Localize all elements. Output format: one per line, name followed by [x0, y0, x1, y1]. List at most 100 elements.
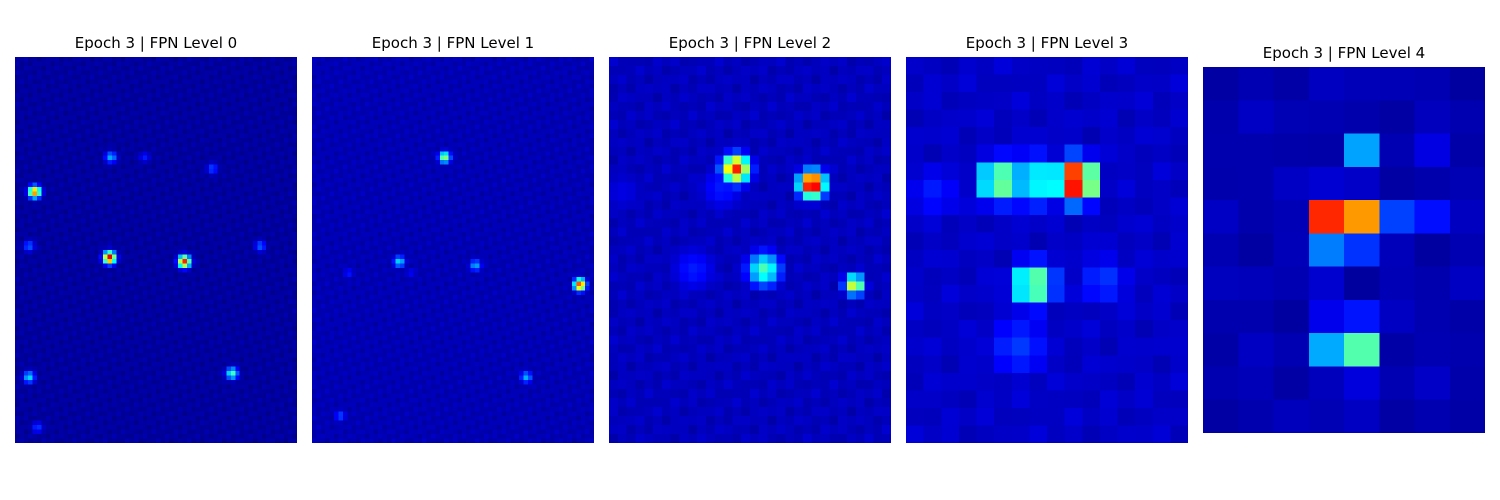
heatmap-cell: [98, 308, 104, 313]
heatmap-cell: [244, 191, 249, 197]
heatmap-cell: [252, 402, 258, 408]
heatmap-cell: [226, 299, 231, 304]
heatmap-cell: [182, 285, 187, 291]
heatmap-cell: [208, 236, 214, 242]
heatmap-cell: [147, 209, 152, 215]
heatmap-cell: [85, 366, 90, 372]
heatmap-cell: [173, 101, 179, 107]
heatmap-cell: [76, 362, 82, 367]
heatmap-cell: [111, 137, 117, 143]
heatmap-cell: [98, 191, 104, 197]
heatmap-cell: [59, 101, 64, 107]
heatmap-cell: [94, 57, 99, 62]
heatmap-cell: [261, 241, 267, 246]
heatmap-cell: [72, 321, 77, 327]
heatmap-cell: [116, 101, 121, 107]
heatmap-cell: [107, 366, 113, 372]
heatmap-cell: [76, 245, 82, 251]
heatmap-cell: [191, 79, 196, 85]
heatmap-cell: [54, 74, 60, 80]
heatmap-cell: [116, 267, 121, 273]
heatmap-cell: [76, 146, 82, 152]
heatmap-cell: [230, 97, 236, 102]
heatmap-cell: [19, 146, 24, 152]
heatmap-cell: [279, 290, 284, 295]
heatmap-cell: [94, 375, 99, 381]
heatmap-cell: [125, 164, 130, 170]
heatmap-cell: [89, 83, 95, 89]
heatmap-cell: [54, 335, 60, 340]
heatmap-cell: [235, 128, 240, 134]
heatmap-cell: [142, 205, 148, 210]
heatmap-cell: [200, 128, 205, 134]
heatmap-cell: [274, 308, 280, 313]
heatmap-cell: [41, 362, 46, 367]
heatmap-cell: [208, 375, 214, 381]
heatmap-cell: [19, 70, 24, 76]
heatmap-cell: [283, 205, 289, 210]
heatmap-cell: [107, 335, 113, 340]
heatmap-cell: [23, 155, 29, 161]
heatmap-cell: [164, 97, 170, 102]
heatmap-cell: [266, 389, 271, 394]
heatmap-cell: [111, 178, 117, 183]
heatmap-cell: [248, 236, 254, 242]
heatmap-cell: [200, 245, 205, 251]
heatmap-cell: [72, 209, 77, 215]
heatmap-cell: [292, 393, 297, 399]
heatmap-cell: [266, 299, 271, 304]
heatmap-cell: [81, 133, 86, 138]
heatmap-cell: [129, 70, 135, 76]
heatmap-cell: [213, 312, 218, 318]
heatmap-cell: [120, 335, 126, 340]
heatmap-cell: [76, 182, 82, 188]
heatmap-cell: [151, 57, 157, 62]
heatmap-cell: [252, 101, 258, 107]
heatmap-cell: [169, 317, 174, 322]
heatmap-cell: [266, 209, 271, 215]
heatmap-cell: [125, 110, 130, 116]
heatmap-cell: [274, 335, 280, 340]
heatmap-cell: [111, 74, 117, 80]
heatmap-cell: [173, 119, 179, 125]
heatmap-cell: [120, 384, 126, 390]
heatmap-cell: [81, 97, 86, 102]
heatmap-cell: [200, 398, 205, 403]
heatmap-cell: [103, 209, 108, 215]
heatmap-cell: [217, 366, 223, 372]
heatmap-cell: [186, 366, 192, 372]
heatmap-cell: [182, 79, 187, 85]
heatmap-cell: [81, 335, 86, 340]
heatmap-cell: [239, 308, 245, 313]
heatmap-cell: [76, 191, 82, 197]
heatmap-cell: [208, 285, 214, 291]
heatmap-cell: [235, 312, 240, 318]
heatmap-cell: [32, 83, 38, 89]
heatmap-cell: [248, 375, 254, 381]
heatmap-cell: [54, 151, 60, 156]
heatmap-cell: [129, 83, 135, 89]
heatmap-cell: [129, 146, 135, 152]
heatmap-cell: [270, 245, 276, 251]
heatmap-cell: [103, 353, 108, 358]
heatmap-cell: [81, 375, 86, 381]
heatmap-cell: [120, 272, 126, 278]
heatmap-cell: [59, 151, 64, 156]
heatmap-cell: [283, 106, 289, 111]
heatmap-cell: [45, 79, 51, 85]
heatmap-cell: [41, 74, 46, 80]
heatmap-cell: [63, 151, 68, 156]
heatmap-cell: [32, 335, 38, 340]
heatmap-cell: [173, 294, 179, 300]
heatmap-cell: [120, 317, 126, 322]
heatmap-cell: [54, 92, 60, 98]
heatmap-cell: [67, 389, 73, 394]
heatmap-cell: [261, 258, 267, 264]
heatmap-cell: [81, 402, 86, 408]
heatmap-cell: [15, 389, 20, 394]
heatmap-cell: [213, 375, 218, 381]
heatmap-cell: [72, 245, 77, 251]
heatmap-cell: [292, 250, 297, 255]
heatmap-cell: [54, 200, 60, 206]
heatmap-cell: [235, 272, 240, 278]
